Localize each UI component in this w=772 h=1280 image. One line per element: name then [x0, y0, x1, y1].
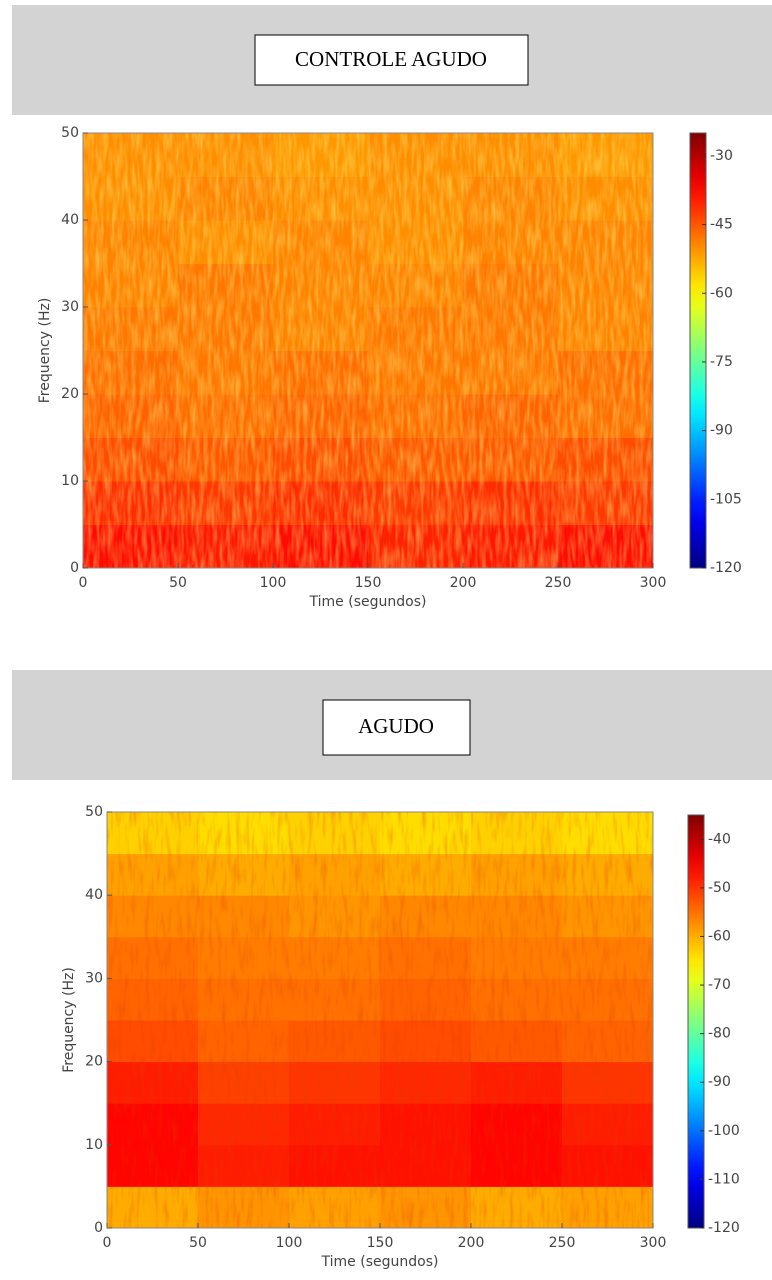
- y-tick-label: 40: [61, 212, 79, 228]
- x-tick-label: 250: [545, 575, 572, 591]
- x-tick-label: 0: [79, 575, 88, 591]
- colorbar-tick-label: -45: [710, 217, 733, 233]
- colorbar-tick-label: -120: [710, 560, 742, 576]
- y-tick-label: 0: [70, 560, 79, 576]
- colorbar-tick-label: -90: [710, 423, 733, 439]
- colorbar-tick-label: -30: [710, 148, 733, 164]
- colorbar-tick-label: -75: [710, 354, 733, 370]
- y-tick-label: 20: [61, 386, 79, 402]
- chart-title: CONTROLE AGUDO: [295, 47, 487, 71]
- y-tick-label: 10: [85, 1137, 103, 1153]
- x-tick-label: 100: [260, 575, 287, 591]
- y-tick-label: 10: [61, 473, 79, 489]
- chart-title: AGUDO: [358, 714, 434, 738]
- x-tick-label: 200: [450, 575, 477, 591]
- texture: [107, 812, 653, 1228]
- x-tick-label: 150: [355, 575, 382, 591]
- colorbar-tick-label: -70: [708, 977, 731, 993]
- colorbar-tick-label: -110: [708, 1171, 740, 1187]
- y-tick-label: 0: [94, 1220, 103, 1236]
- colorbar: [689, 132, 707, 569]
- x-tick-label: 0: [103, 1235, 112, 1251]
- x-tick-label: 150: [367, 1235, 394, 1251]
- y-axis-label: Frequency (Hz): [37, 298, 53, 404]
- colorbar-tick-label: -120: [708, 1220, 740, 1236]
- y-axis-label: Frequency (Hz): [61, 967, 77, 1073]
- colorbar-tick-label: -105: [710, 491, 742, 507]
- x-tick-label: 50: [169, 575, 187, 591]
- colorbar-tick-label: -100: [708, 1123, 740, 1139]
- y-tick-label: 50: [85, 804, 103, 820]
- x-axis-label: Time (segundos): [309, 594, 427, 610]
- colorbar-tick-label: -40: [708, 831, 731, 847]
- x-tick-label: 300: [640, 575, 667, 591]
- title-box: [322, 699, 471, 756]
- colorbar-tick-label: -60: [710, 285, 733, 301]
- x-tick-label: 100: [276, 1235, 303, 1251]
- x-tick-label: 250: [549, 1235, 576, 1251]
- colorbar-tick-label: -80: [708, 1026, 731, 1042]
- colorbar-tick-label: -60: [708, 928, 731, 944]
- y-tick-label: 20: [85, 1054, 103, 1070]
- y-tick-label: 40: [85, 887, 103, 903]
- y-tick-label: 50: [61, 125, 79, 141]
- colorbar-tick-label: -50: [708, 880, 731, 896]
- x-tick-label: 300: [640, 1235, 667, 1251]
- texture: [83, 133, 653, 568]
- y-tick-label: 30: [85, 970, 103, 986]
- x-axis-label: Time (segundos): [321, 1254, 439, 1270]
- colorbar: [687, 814, 705, 1229]
- x-tick-label: 50: [189, 1235, 207, 1251]
- colorbar-tick-label: -90: [708, 1074, 731, 1090]
- x-tick-label: 200: [458, 1235, 485, 1251]
- title-box: [254, 34, 529, 86]
- y-tick-label: 30: [61, 299, 79, 315]
